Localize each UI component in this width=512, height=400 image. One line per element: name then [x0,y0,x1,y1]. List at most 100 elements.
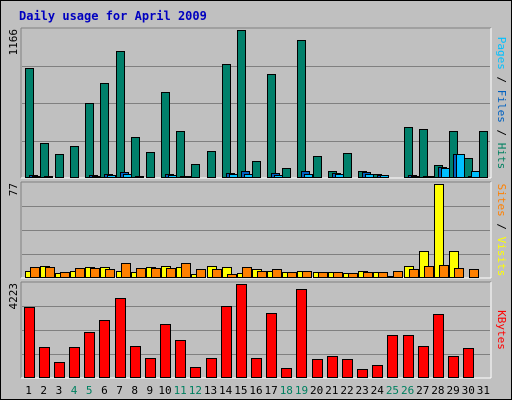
bar-sites-day-8 [136,268,146,278]
bar-pages-day-19 [304,174,313,178]
bar-kbytes-day-13 [206,358,217,378]
bar-files-day-8 [135,176,144,178]
bar-hits-day-17 [267,74,276,178]
bar-kbytes-day-27 [418,346,429,378]
axis-title-hits: Pages / Files / Hits [495,37,508,170]
x-tick-label-day-30: 30 [462,384,475,397]
axis-title-part: Hits [495,143,508,170]
axis-title-part: / [495,123,508,143]
bar-pages-day-27 [426,176,435,178]
bar-pages-day-21 [335,174,344,178]
bar-kbytes-day-7 [115,298,126,378]
bar-hits-day-27 [419,129,428,178]
bar-hits-day-14 [222,64,231,178]
bar-sites-day-1 [30,267,40,278]
x-tick-label-day-18: 18 [280,384,293,397]
bar-pages-day-29 [456,154,465,178]
axis-title-part: Files [495,90,508,123]
bar-sites-day-26 [409,269,419,278]
bar-sites-day-29 [454,268,464,278]
x-tick-label-day-23: 23 [356,384,369,397]
bar-sites-day-30 [469,269,479,278]
x-tick-label-day-1: 1 [25,384,32,397]
x-tick-label-day-25: 25 [386,384,399,397]
x-tick-label-day-21: 21 [325,384,338,397]
x-tick-label-day-3: 3 [56,384,63,397]
bar-kbytes-day-17 [266,313,277,378]
bar-sites-day-23 [363,272,373,278]
bar-hits-day-22 [343,153,352,178]
x-tick-label-day-5: 5 [86,384,93,397]
bar-sites-day-4 [75,268,85,278]
bar-sites-day-17 [272,269,282,278]
bar-hits-day-11 [176,131,185,178]
bar-kbytes-day-14 [221,306,232,378]
bar-pages-day-28 [441,168,450,178]
axis-title-part: / [495,70,508,90]
x-tick-label-day-14: 14 [219,384,233,397]
bar-kbytes-day-3 [54,362,65,378]
bar-sites-day-27 [424,266,434,278]
x-tick-label-day-19: 19 [295,384,308,397]
x-tick-label-day-17: 17 [265,384,278,397]
bar-hits-day-19 [297,40,306,178]
bar-sites-day-10 [166,268,176,278]
bar-kbytes-day-10 [160,324,171,378]
bar-sites-day-5 [90,268,100,278]
bar-sites-day-22 [348,273,358,278]
chart-title: Daily usage for April 2009 [19,9,207,23]
x-tick-label-day-27: 27 [416,384,429,397]
x-tick-label-day-10: 10 [158,384,171,397]
bar-hits-day-31 [479,131,488,178]
y-max-tick-label-hits: 1166 [7,29,20,56]
bar-sites-day-19 [302,271,312,278]
bar-hits-day-20 [313,156,322,178]
axis-title-part: / [495,217,508,237]
bar-sites-day-13 [212,269,222,278]
bar-sites-day-24 [378,272,388,278]
bar-sites-day-21 [333,272,343,278]
bar-hits-day-3 [55,154,64,178]
bar-pages-day-5 [92,176,101,178]
bar-hits-day-10 [161,92,170,178]
bar-kbytes-day-30 [463,348,474,378]
bar-kbytes-day-26 [403,335,414,378]
axis-title-kbytes: KBytes [495,310,508,350]
bar-hits-day-18 [282,168,291,178]
bar-kbytes-day-29 [448,356,459,378]
bar-sites-day-11 [181,263,191,278]
bar-hits-day-4 [70,146,79,178]
bar-pages-day-1 [32,176,41,178]
bar-files-day-2 [44,176,53,178]
bar-sites-day-20 [318,272,328,278]
bar-sites-day-2 [45,267,55,278]
bar-kbytes-day-12 [190,367,201,378]
bar-kbytes-day-25 [387,335,398,378]
bar-sites-day-28 [439,265,449,278]
bar-hits-day-13 [207,151,216,178]
bar-kbytes-day-28 [433,314,444,378]
bar-hits-day-12 [191,164,200,178]
x-tick-label-day-8: 8 [131,384,138,397]
bar-pages-day-17 [274,175,283,178]
axis-title-visits: Sites / Visits [495,184,508,277]
bar-pages-day-26 [411,176,420,178]
bar-sites-day-18 [287,272,297,278]
bar-kbytes-day-19 [296,289,307,378]
bar-kbytes-day-9 [145,358,156,378]
x-tick-label-day-9: 9 [147,384,154,397]
bar-pages-day-10 [168,175,177,178]
bar-hits-day-7 [116,51,125,178]
bar-hits-day-5 [85,103,94,178]
x-tick-label-day-7: 7 [116,384,123,397]
x-tick-label-day-20: 20 [310,384,323,397]
x-tick-label-day-11: 11 [174,384,187,397]
bar-kbytes-day-1 [24,307,35,378]
x-tick-label-day-24: 24 [371,384,385,397]
bar-kbytes-day-23 [357,369,368,378]
x-tick-label-day-2: 2 [40,384,47,397]
bar-kbytes-day-11 [175,340,186,378]
bar-pages-day-23 [365,174,374,178]
